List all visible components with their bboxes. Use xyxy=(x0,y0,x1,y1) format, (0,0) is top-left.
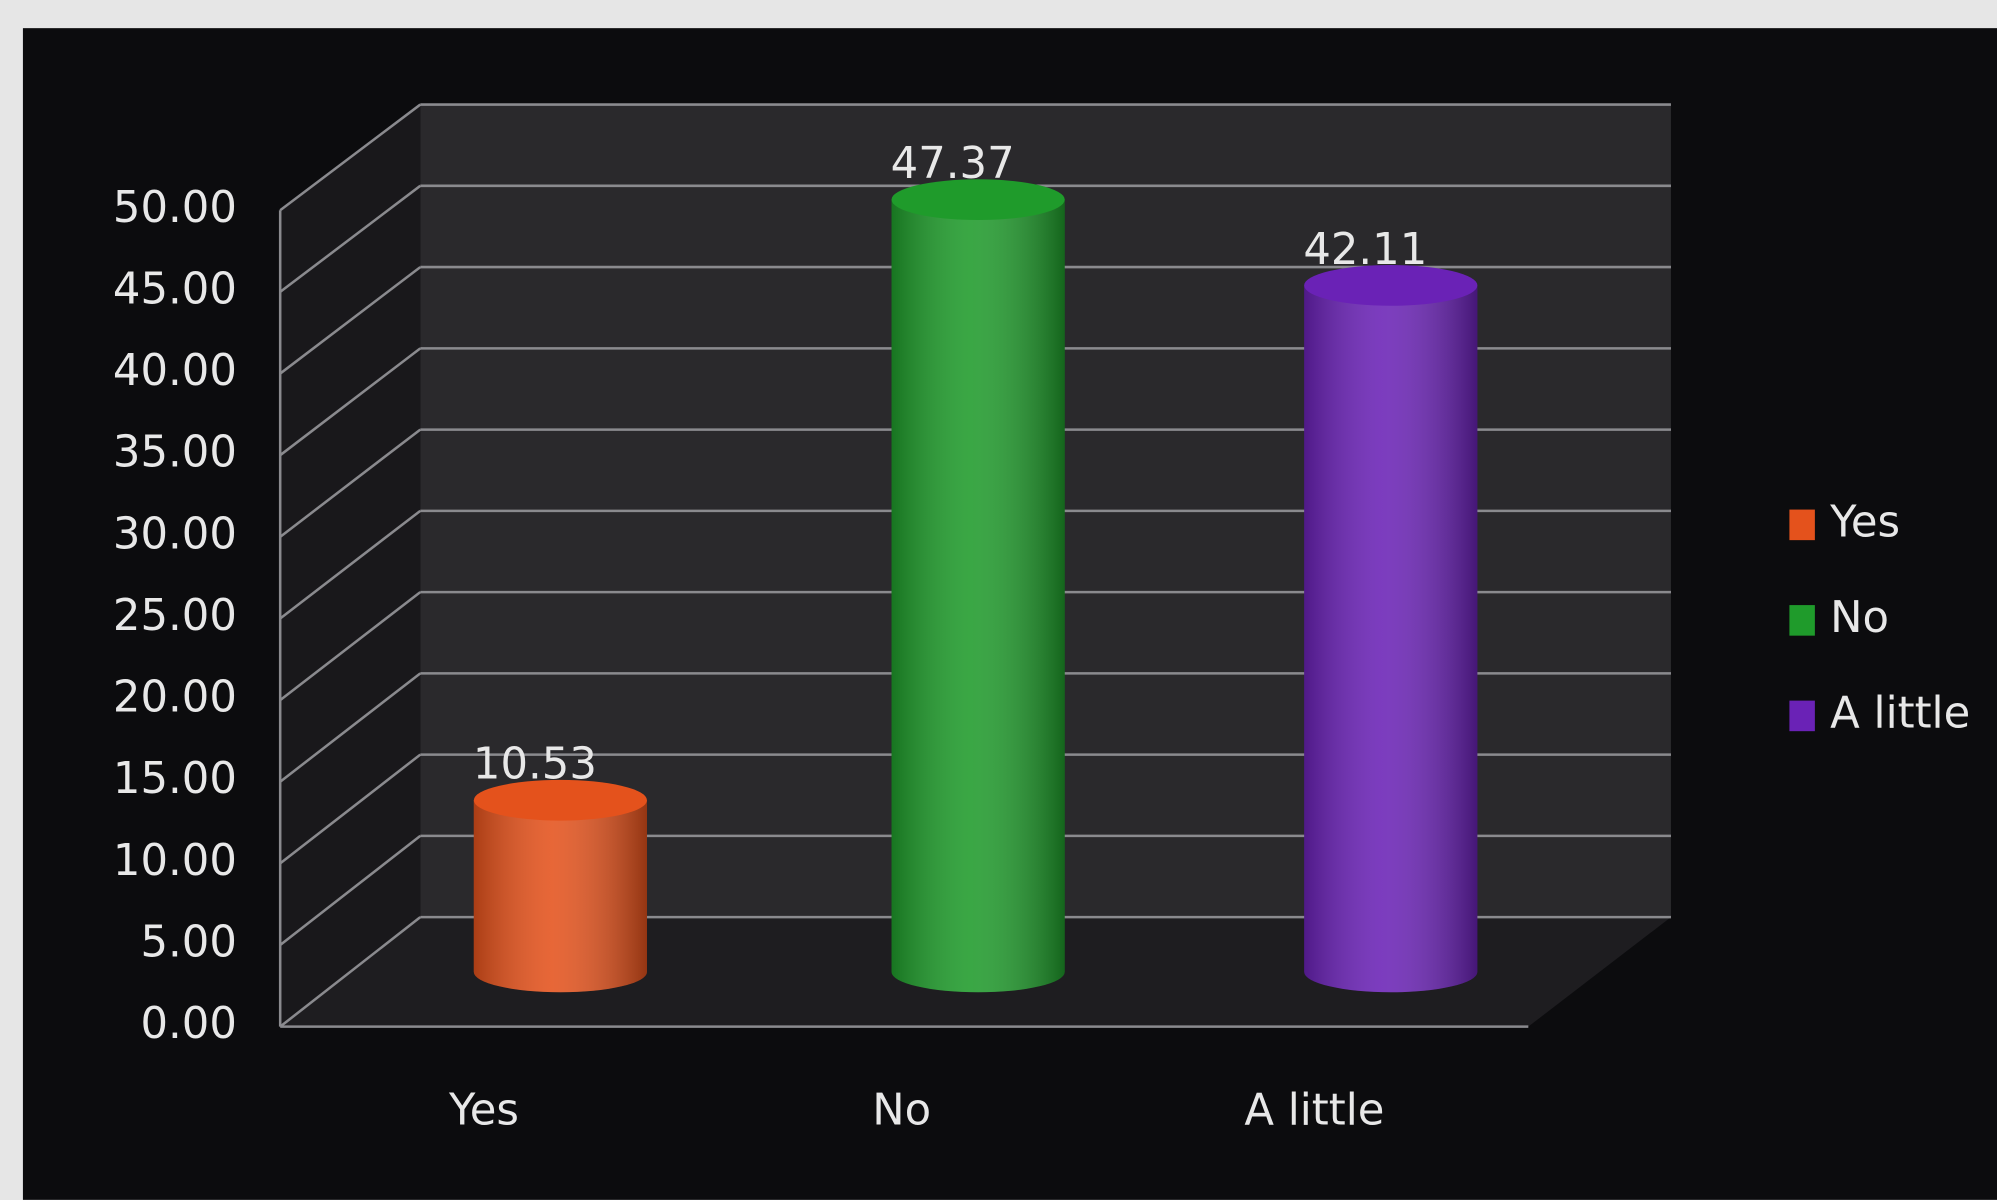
bar-shade xyxy=(473,800,647,993)
grid-line-side xyxy=(279,834,422,947)
data-label: 42.11 xyxy=(1303,225,1427,275)
y-tick-label: 25.00 xyxy=(113,591,237,641)
y-tick-label: 50.00 xyxy=(113,183,237,233)
grid-line-side xyxy=(279,428,422,538)
bar-top xyxy=(891,179,1065,221)
y-tick-label: 40.00 xyxy=(113,346,237,396)
y-tick-label: 30.00 xyxy=(113,509,237,559)
x-tick-label: Yes xyxy=(448,1086,519,1136)
grid-line-side xyxy=(279,103,422,212)
y-tick-label: 5.00 xyxy=(140,918,236,968)
y-tick-label: 35.00 xyxy=(113,428,237,478)
legend-label: Yes xyxy=(1829,497,1900,547)
y-tick-label: 45.00 xyxy=(113,264,237,314)
grid-line-side xyxy=(279,347,422,457)
legend-swatch xyxy=(1789,509,1815,541)
legend-swatch xyxy=(1789,700,1815,732)
legend-label: A little xyxy=(1830,688,1970,738)
bar-top xyxy=(473,779,647,821)
grid-line-side xyxy=(279,672,422,783)
grid-line-side xyxy=(279,753,422,865)
grid-line-side xyxy=(279,184,422,293)
bar xyxy=(473,779,647,993)
bar-shade xyxy=(891,199,1065,993)
grid-line-side xyxy=(279,266,422,375)
bar-shade xyxy=(1304,285,1478,993)
data-label: 47.37 xyxy=(891,139,1015,189)
bar xyxy=(891,179,1065,993)
y-tick-label: 0.00 xyxy=(140,999,236,1049)
x-tick-label: No xyxy=(872,1086,931,1136)
grid-line-side xyxy=(279,591,422,702)
bar-top xyxy=(1304,265,1478,306)
x-tick-label: A little xyxy=(1244,1086,1384,1136)
y-tick-label: 20.00 xyxy=(113,673,237,723)
grid-line-side xyxy=(279,916,422,1028)
y-tick-label: 15.00 xyxy=(113,754,237,804)
grid-line-side xyxy=(279,509,422,620)
legend-swatch xyxy=(1789,605,1815,636)
legend-label: No xyxy=(1830,593,1889,643)
y-tick-label: 10.00 xyxy=(113,836,237,886)
bar xyxy=(1304,265,1478,993)
data-label: 10.53 xyxy=(473,740,597,790)
